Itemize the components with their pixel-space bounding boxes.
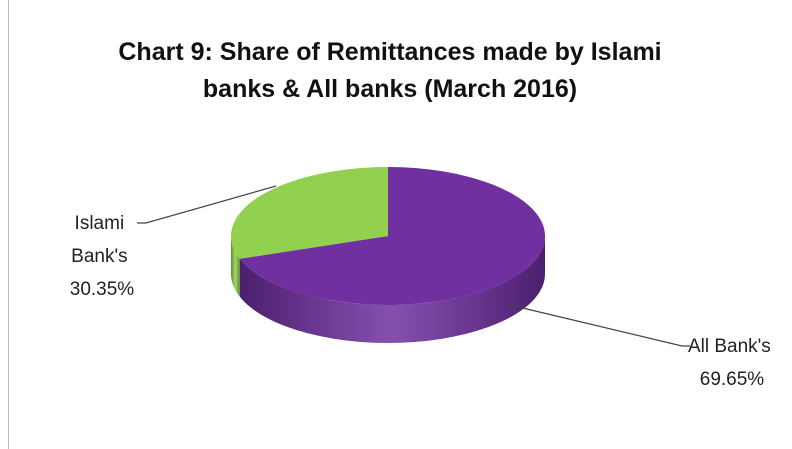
label-islami-line-2: Bank's (71, 246, 127, 267)
label-all-name: All Bank's (688, 336, 771, 357)
chart-frame (8, 0, 792, 449)
label-islami-line-1: Islami (75, 213, 125, 234)
data-label-islami: 30.35% (70, 279, 135, 300)
pie-side-all-banks (239, 236, 546, 343)
chart-title-line-1: Chart 9: Share of Remittances made by Is… (118, 38, 662, 66)
pie-layer (231, 167, 546, 343)
chart-title-line-2: banks & All banks (March 2016) (202, 75, 578, 103)
pie-side-islami-banks (231, 236, 240, 297)
leader-line-islami (137, 185, 277, 224)
slice-label-all: All Bank's 69.65% (688, 336, 776, 390)
leader-line-all (509, 304, 690, 347)
slice-label-islami: Islami Bank's 30.35% (70, 213, 135, 300)
pie-slice-all-banks (239, 167, 546, 306)
chart-title: Chart 9: Share of Remittances made by Is… (60, 34, 720, 108)
pie-slice-islami-banks (231, 167, 388, 259)
data-label-all: 69.65% (700, 369, 765, 390)
